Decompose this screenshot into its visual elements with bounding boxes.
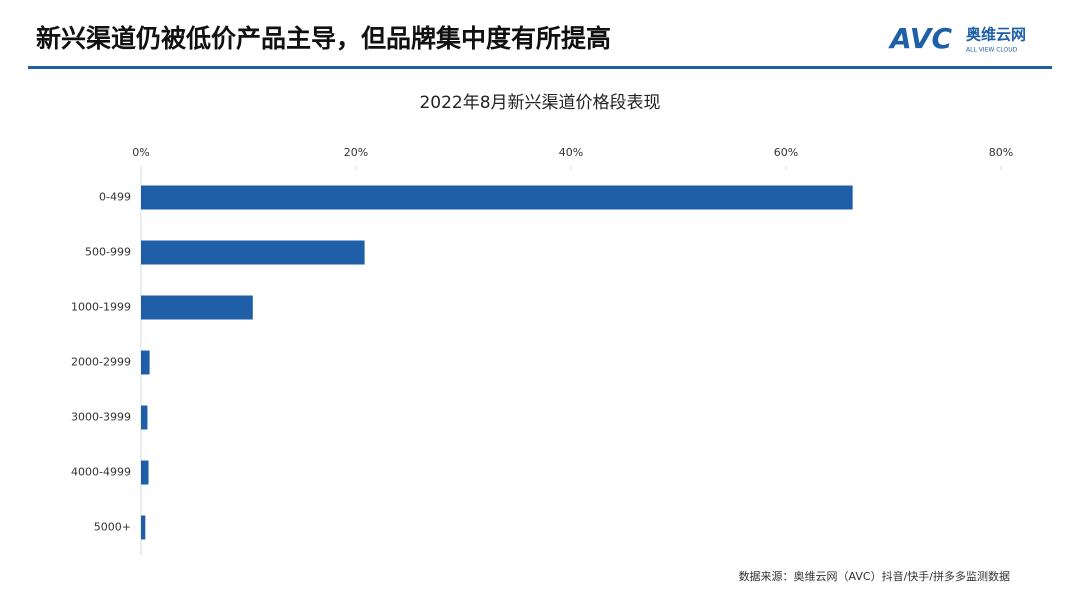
bar bbox=[141, 240, 365, 265]
x-tick-label: 80% bbox=[989, 146, 1013, 159]
bar bbox=[141, 350, 150, 375]
x-tick-label: 40% bbox=[559, 146, 583, 159]
y-tick-label: 5000+ bbox=[94, 521, 131, 534]
logo-tagline: ALL VIEW CLOUD bbox=[966, 47, 1018, 54]
y-tick-label: 500-999 bbox=[85, 246, 131, 259]
x-tick-label: 20% bbox=[344, 146, 368, 159]
bar bbox=[141, 405, 148, 430]
bar bbox=[141, 185, 853, 210]
bar bbox=[141, 515, 146, 540]
slide-title: 新兴渠道仍被低价产品主导，但品牌集中度有所提高 bbox=[36, 24, 611, 53]
x-tick-label: 60% bbox=[774, 146, 798, 159]
bar bbox=[141, 295, 253, 320]
logo-name: 奥维云网 bbox=[966, 26, 1026, 44]
logo-mark: AVC bbox=[888, 22, 952, 55]
y-tick-label: 3000-3999 bbox=[71, 411, 131, 424]
y-tick-label: 1000-1999 bbox=[71, 301, 131, 314]
y-tick-label: 4000-4999 bbox=[71, 466, 131, 479]
source-note: 数据来源：奥维云网（AVC）抖音/快手/拼多多监测数据 bbox=[739, 569, 1010, 583]
x-tick-label: 0% bbox=[132, 146, 149, 159]
y-tick-label: 2000-2999 bbox=[71, 356, 131, 369]
bar bbox=[141, 460, 149, 485]
y-tick-label: 0-499 bbox=[99, 191, 131, 204]
header-rule bbox=[28, 66, 1052, 69]
chart-title: 2022年8月新兴渠道价格段表现 bbox=[419, 93, 660, 113]
